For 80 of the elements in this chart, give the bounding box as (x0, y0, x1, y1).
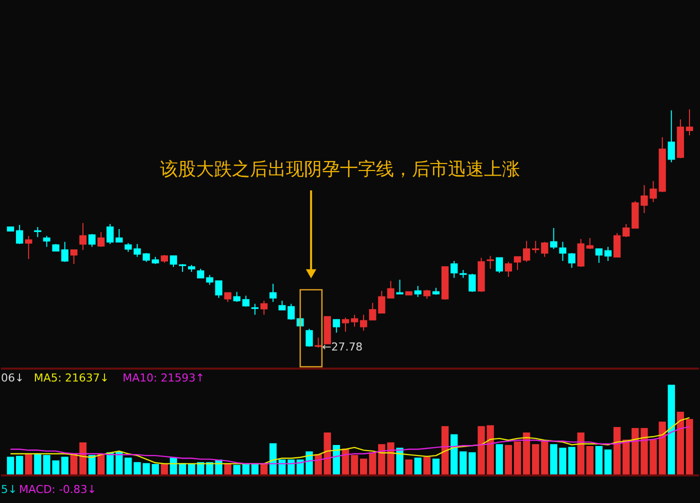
candlestick (233, 291, 240, 302)
candlestick (559, 241, 566, 262)
candlestick (350, 314, 358, 328)
bar (595, 446, 603, 476)
candlestick (504, 261, 512, 278)
candlestick (342, 317, 350, 332)
candlestick (197, 268, 204, 278)
candlestick (106, 223, 114, 244)
candlestick (288, 303, 295, 320)
candlestick (396, 279, 404, 294)
candlestick (369, 302, 376, 320)
bar (423, 456, 431, 476)
bar (586, 446, 594, 476)
candlestick (34, 226, 42, 238)
candlestick (568, 252, 576, 268)
text: MACD: -0.83↓ (18, 482, 96, 496)
bar (441, 426, 449, 476)
bar (504, 445, 512, 476)
bar (668, 384, 675, 476)
candlestick (541, 241, 548, 258)
candlestick (496, 257, 503, 274)
candlestick (550, 228, 558, 250)
candlestick (577, 238, 584, 268)
bar (233, 464, 240, 476)
bar (6, 456, 14, 476)
bar (532, 444, 540, 476)
bar (514, 441, 522, 476)
candlestick (25, 235, 32, 260)
bar (686, 418, 694, 476)
candlestick (522, 240, 530, 262)
annotation: ←27.78 (322, 340, 363, 354)
text: MA10: 21593↑ (122, 372, 205, 385)
candlestick (332, 319, 340, 334)
candlestick (251, 303, 259, 316)
bar (16, 456, 24, 476)
bar (496, 444, 503, 476)
bar (432, 458, 440, 476)
candlestick (260, 300, 268, 316)
bar (613, 427, 621, 476)
annotation: 该股大跌之后出现阴孕十字线，后市迅速上涨 (160, 159, 520, 180)
candlestick (43, 235, 50, 248)
candlestick (116, 228, 123, 242)
candlestick (414, 285, 422, 298)
candlestick (514, 256, 522, 270)
candlestick (278, 300, 286, 310)
candlestick (686, 108, 694, 136)
candlestick (16, 224, 24, 244)
candlestick (613, 232, 621, 258)
bar (676, 412, 684, 476)
bar (541, 440, 548, 476)
text: 06↓ (0, 372, 24, 385)
bar (405, 459, 412, 476)
candlestick (486, 255, 494, 270)
bar (25, 454, 32, 476)
bar (604, 450, 612, 476)
candlestick (532, 240, 540, 254)
candlestick (586, 238, 594, 250)
text: MA5: 21637↓ (34, 372, 110, 385)
bar (577, 432, 584, 476)
candlestick (170, 255, 178, 268)
candlestick (306, 328, 313, 348)
candlestick (450, 260, 458, 278)
bar (360, 458, 368, 476)
candlestick (88, 233, 96, 248)
candlestick (423, 289, 431, 300)
candlestick (70, 249, 78, 265)
text: 5↓ (0, 482, 18, 496)
candlestick (595, 248, 603, 264)
bar (350, 454, 358, 476)
bar (414, 458, 422, 476)
candlestick (314, 337, 322, 348)
candlestick (79, 222, 87, 250)
candlestick (97, 232, 105, 248)
bar (396, 448, 404, 476)
candlestick (668, 110, 675, 163)
candlestick (224, 292, 232, 302)
candlestick (269, 283, 277, 302)
candlestick (622, 223, 630, 238)
candlestick (360, 314, 368, 332)
candlestick (604, 246, 612, 262)
